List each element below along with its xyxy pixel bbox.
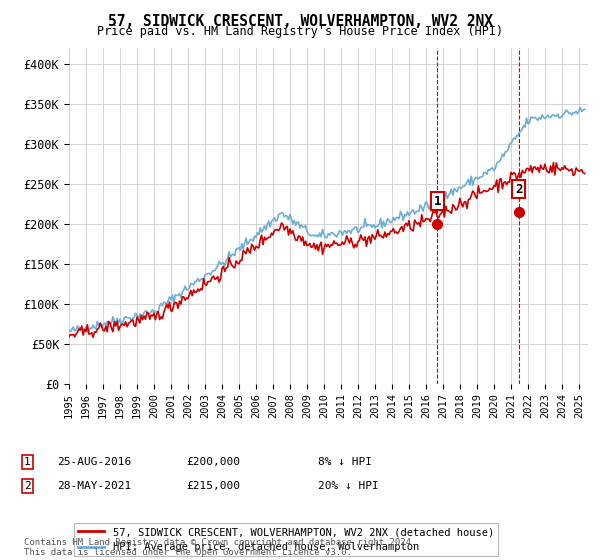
Text: 1: 1 xyxy=(24,457,31,467)
Text: Price paid vs. HM Land Registry's House Price Index (HPI): Price paid vs. HM Land Registry's House … xyxy=(97,25,503,38)
Text: £200,000: £200,000 xyxy=(186,457,240,467)
Text: 25-AUG-2016: 25-AUG-2016 xyxy=(57,457,131,467)
Text: 2: 2 xyxy=(24,481,31,491)
Text: £215,000: £215,000 xyxy=(186,481,240,491)
Text: 28-MAY-2021: 28-MAY-2021 xyxy=(57,481,131,491)
Text: Contains HM Land Registry data © Crown copyright and database right 2024.
This d: Contains HM Land Registry data © Crown c… xyxy=(24,538,416,557)
Text: 20% ↓ HPI: 20% ↓ HPI xyxy=(318,481,379,491)
Text: 8% ↓ HPI: 8% ↓ HPI xyxy=(318,457,372,467)
Text: 1: 1 xyxy=(434,195,441,208)
Legend: 57, SIDWICK CRESCENT, WOLVERHAMPTON, WV2 2NX (detached house), HPI: Average pric: 57, SIDWICK CRESCENT, WOLVERHAMPTON, WV2… xyxy=(74,523,498,557)
Text: 2: 2 xyxy=(515,183,523,195)
Text: 57, SIDWICK CRESCENT, WOLVERHAMPTON, WV2 2NX: 57, SIDWICK CRESCENT, WOLVERHAMPTON, WV2… xyxy=(107,14,493,29)
